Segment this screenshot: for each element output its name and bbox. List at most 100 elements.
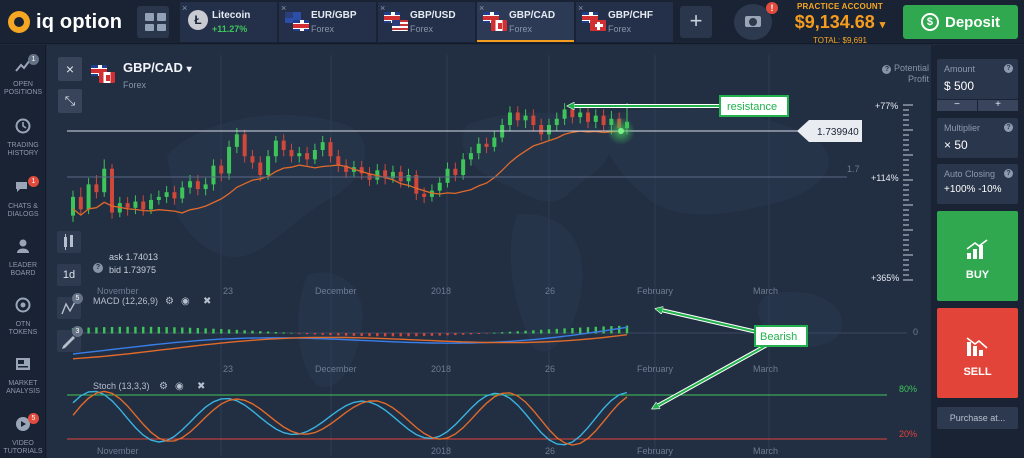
indicators-button[interactable]: 5 (57, 293, 83, 319)
chevron-down-icon: ▾ (879, 19, 886, 31)
sidebar-item-leaderboard[interactable]: LEADER BOARD (0, 238, 46, 278)
sidebar-item-open-positions[interactable]: 1 OPEN POSITIONS (3, 54, 43, 96)
chart-area[interactable]: 1.739940 1.7 +77% +114% +365% November 2… (47, 45, 931, 458)
sidebar-item-chats[interactable]: 1 CHATS & DIALOGS (7, 176, 39, 218)
sell-button[interactable]: SELL (937, 308, 1018, 398)
decrease-amount-button[interactable]: − (937, 100, 977, 111)
macd-bar (259, 331, 262, 334)
candle-body (141, 201, 146, 210)
sidebar-item-video-tutorials[interactable]: 5 VIDEO TUTORIALS (3, 413, 43, 455)
candle-body (281, 140, 286, 150)
deposit-button[interactable]: $ Deposit (903, 5, 1018, 39)
gear-icon[interactable]: ⚙ (159, 381, 168, 392)
macd-bar (485, 333, 488, 334)
logo[interactable]: iq option (8, 8, 122, 36)
macd-bar (430, 333, 434, 336)
macd-bar (313, 333, 317, 335)
tab-eur-gbp[interactable]: × EUR/GBP Forex (279, 2, 376, 42)
candle-body (86, 184, 91, 210)
time-label: 2018 (431, 364, 451, 374)
auto-closing-field[interactable]: Auto Closing ? +100% -10% (937, 164, 1018, 204)
account-balance[interactable]: PRACTICE ACCOUNT $9,134.68 ▾ TOTAL: $9,6… (790, 2, 890, 45)
close-icon[interactable]: ✖ (197, 381, 205, 392)
eye-icon[interactable]: ◉ (181, 296, 190, 307)
tab-close-icon[interactable]: × (281, 3, 287, 13)
tab-title: Litecoin (212, 10, 251, 21)
sidebar-item-otn-tokens[interactable]: OTN TOKENS (0, 297, 46, 337)
buy-button[interactable]: BUY (937, 211, 1018, 301)
candle-body (312, 150, 317, 160)
drawing-tools-button[interactable]: 3 (57, 326, 83, 352)
time-label: March (753, 286, 778, 296)
amount-label: Amount (944, 64, 976, 74)
tab-close-icon[interactable]: × (380, 3, 386, 13)
collapse-chart-button[interactable]: ⤡ (58, 89, 82, 113)
gear-icon[interactable]: ⚙ (165, 296, 174, 307)
macd-signal-line (72, 334, 628, 360)
eye-icon[interactable]: ◉ (175, 381, 184, 392)
time-label: 2018 (431, 446, 451, 456)
macd-bar (454, 333, 457, 336)
help-icon[interactable]: ? (1004, 64, 1013, 73)
chart-type-button[interactable] (57, 231, 81, 253)
help-icon[interactable]: ? (1004, 169, 1013, 178)
macd-bar (399, 333, 402, 337)
macd-bar (212, 328, 215, 334)
tab-market: Forex (311, 24, 335, 34)
asset-name: GBP/CAD (123, 60, 183, 75)
candle-body (476, 143, 481, 154)
asset-selector[interactable]: GBP/CAD ▾ (123, 60, 192, 75)
top-bar: iq option × Ł Litecoin +11.27% × EUR/GBP… (0, 0, 1024, 45)
multiplier-field[interactable]: Multiplier ? × 50 (937, 118, 1018, 158)
tab-gbp-chf[interactable]: × GBP/CHF Forex (576, 2, 673, 42)
tab-close-icon[interactable]: × (578, 3, 584, 13)
candle-body (507, 112, 512, 125)
price-chart[interactable]: 1.739940 1.7 +77% +114% +365% November 2… (47, 45, 931, 458)
help-icon[interactable]: ? (1004, 123, 1013, 132)
resistance-callout (719, 95, 789, 117)
world-map-background (167, 108, 843, 387)
tab-close-icon[interactable]: × (479, 3, 485, 13)
macd-bar (477, 333, 480, 334)
close-icon[interactable]: ✖ (203, 296, 211, 307)
add-tab-button[interactable]: + (680, 6, 712, 38)
candle-body (297, 153, 302, 157)
candle-body (359, 167, 364, 174)
level-price: 1.7 (847, 164, 860, 174)
macd-bar (126, 326, 129, 334)
macd-histogram (71, 325, 629, 337)
candle-body (250, 156, 255, 163)
gbp-chf-flags (582, 12, 606, 32)
sidebar-item-market-analysis[interactable]: MARKET ANALYSIS (0, 356, 46, 396)
candle-body (562, 109, 567, 119)
sidebar-item-trading-history[interactable]: TRADING HISTORY (0, 118, 46, 158)
amount-value[interactable]: $ 500 (944, 79, 975, 93)
increase-amount-button[interactable]: + (978, 100, 1018, 111)
chart-up-icon (966, 239, 988, 259)
macd-bar (337, 333, 340, 336)
close-chart-button[interactable]: × (58, 57, 82, 81)
tab-gbp-cad[interactable]: × GBP/CAD Forex (477, 2, 574, 42)
timeframe-button[interactable]: 1d (57, 264, 81, 286)
purchase-at-button[interactable]: Purchase at... (937, 407, 1018, 429)
tab-gbp-usd[interactable]: × GBP/USD Forex (378, 2, 475, 42)
candle-body (188, 181, 193, 188)
tab-close-icon[interactable]: × (182, 3, 188, 13)
help-icon[interactable]: ? (93, 263, 103, 273)
help-icon[interactable]: ? (882, 65, 892, 74)
macd-bar (617, 325, 621, 334)
bearish-arrow-macd (661, 310, 758, 333)
candle-body (554, 118, 559, 125)
candle-body (320, 142, 325, 150)
candle-body (273, 140, 278, 157)
macd-bar (532, 330, 535, 334)
macd-bar (134, 326, 137, 334)
chart-down-icon (966, 337, 988, 356)
asset-tabs: × Ł Litecoin +11.27% × EUR/GBP Forex × G… (180, 2, 675, 42)
assets-grid-button[interactable] (137, 6, 169, 38)
amount-field[interactable]: Amount ? $ 500 (937, 59, 1018, 99)
tab-litecoin[interactable]: × Ł Litecoin +11.27% (180, 2, 277, 42)
macd-bar (383, 333, 387, 337)
time-label: 23 (223, 364, 233, 374)
camera-button[interactable] (734, 4, 772, 40)
